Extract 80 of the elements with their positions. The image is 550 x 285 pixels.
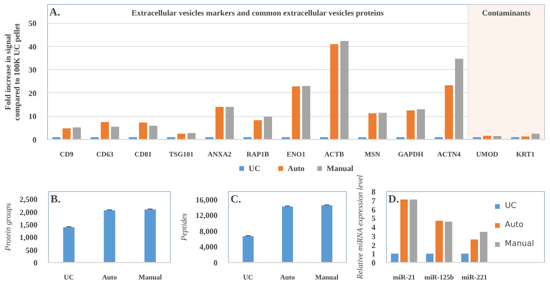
band-label: Contaminants (482, 8, 530, 18)
legend-label: UC (504, 201, 518, 210)
bar (110, 126, 120, 140)
bar (461, 254, 469, 262)
y-tick-label: 4 (372, 223, 376, 232)
y-tick-label: 16,000 (196, 195, 218, 204)
bar (63, 227, 75, 262)
bar (242, 236, 254, 262)
bar (139, 122, 148, 140)
y-tick-label: 1,500 (20, 220, 38, 230)
bar (282, 206, 294, 262)
legend-label: UC (248, 163, 262, 173)
y-tick-label: 5 (372, 214, 376, 224)
bar (292, 86, 300, 140)
bar (426, 254, 434, 262)
bar (72, 127, 81, 140)
y-axis-title: Fold increase in signal compared to 100K UC pellet (4, 23, 22, 121)
y-axis-title: Peptides (180, 213, 188, 242)
bar (104, 210, 116, 262)
chart-title: A. (49, 6, 60, 18)
y-tick-label: 7 (372, 196, 376, 206)
y-tick-label: 2 (372, 240, 376, 250)
y-tick-label: 500 (26, 246, 38, 255)
y-tick-label: 0 (32, 136, 36, 144)
y-tick-label: 10 (28, 112, 36, 122)
bar (444, 85, 453, 140)
bar (406, 110, 415, 140)
bar (444, 222, 452, 262)
bar (435, 220, 443, 262)
y-tick-label: 1 (372, 250, 376, 259)
bar (400, 199, 408, 262)
legend-label: Auto (504, 220, 524, 229)
annotation: Extracellular vesicles markers and common extracellular vesicles proteins (132, 8, 384, 18)
bar (378, 112, 387, 140)
y-axis-title: Protein groups (4, 203, 12, 252)
y-tick-label: 1,000 (20, 233, 38, 242)
bar (330, 44, 338, 140)
y-tick-label: 4,000 (200, 242, 218, 252)
bar (532, 134, 540, 140)
y-tick-label: 2,000 (20, 208, 38, 217)
bar (340, 41, 349, 140)
bar (416, 109, 425, 140)
bar (390, 254, 398, 262)
bar (226, 106, 234, 140)
y-tick-label: 20 (28, 88, 36, 98)
bar (302, 86, 310, 140)
bar (254, 120, 262, 140)
y-axis-title: Relative miRNA expression level (356, 174, 364, 280)
legend-label: Manual (504, 239, 534, 248)
y-tick-label: 12,000 (196, 211, 218, 220)
y-tick-label: 0 (372, 258, 376, 268)
bar (149, 126, 158, 140)
y-tick-label: 30 (28, 66, 36, 75)
bar (215, 106, 224, 140)
chart-title: B. (50, 194, 61, 206)
bar (470, 239, 478, 262)
bar (455, 58, 464, 140)
chart-title: D. (388, 194, 400, 206)
y-tick-label: 40 (28, 42, 36, 52)
chart-title: C. (230, 194, 242, 206)
bar (410, 199, 418, 262)
y-tick-label: 0 (214, 258, 218, 268)
y-tick-label: 50 (28, 19, 36, 28)
bar (480, 232, 488, 262)
bar (368, 113, 377, 140)
bar (62, 128, 71, 140)
y-tick-label: 8 (372, 188, 376, 196)
bar (177, 134, 186, 140)
legend-label: Manual (326, 163, 354, 173)
y-tick-label: 6 (372, 205, 376, 214)
y-tick-label: 0 (34, 258, 38, 268)
y-tick-label: 2,500 (20, 195, 38, 204)
bar (264, 116, 272, 140)
y-tick-label: 3 (372, 232, 376, 241)
bar (100, 122, 109, 140)
y-tick-label: 8,000 (200, 226, 218, 236)
bar (321, 205, 332, 262)
bar (144, 210, 156, 262)
legend-label: Auto (288, 163, 306, 173)
bar (187, 132, 196, 140)
